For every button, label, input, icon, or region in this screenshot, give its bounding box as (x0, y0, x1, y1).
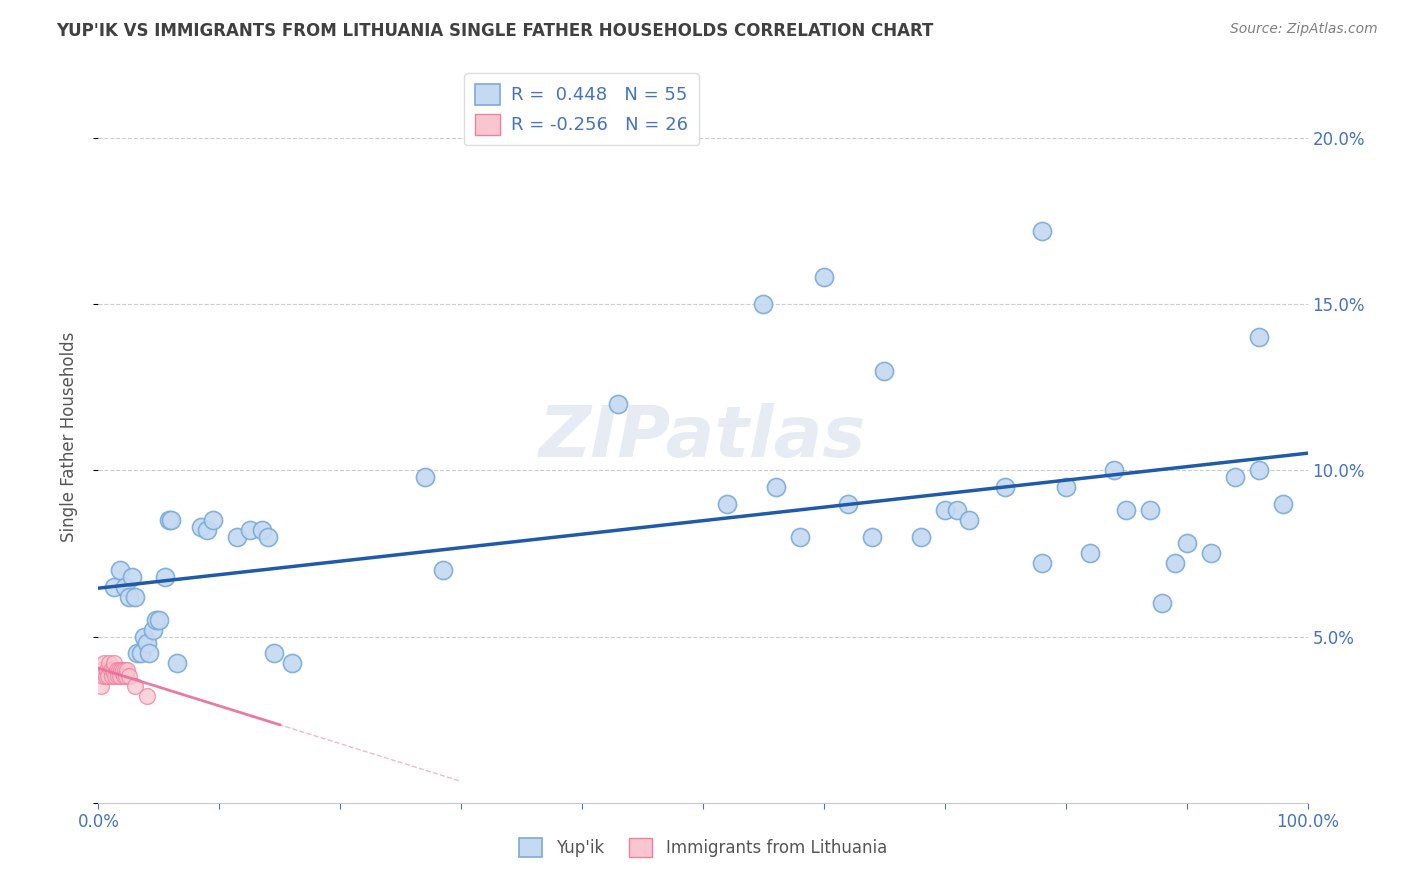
Point (117, 663, 139, 677)
Point (145, 613, 167, 627)
Point (129, 646, 152, 660)
Point (114, 663, 136, 677)
Point (166, 656, 188, 670)
Point (432, 563, 454, 577)
Point (98, 656, 121, 670)
Point (115, 669, 138, 683)
Point (142, 623, 165, 637)
Point (765, 480, 787, 494)
Point (1115, 503, 1137, 517)
Point (108, 663, 131, 677)
Point (148, 613, 170, 627)
Point (127, 646, 149, 660)
Point (135, 690, 157, 704)
Text: Source: ZipAtlas.com: Source: ZipAtlas.com (1230, 22, 1378, 37)
Point (263, 646, 285, 660)
Point (250, 523, 273, 537)
Point (105, 663, 128, 677)
Point (103, 656, 125, 670)
Point (789, 530, 811, 544)
Point (946, 503, 969, 517)
Point (91, 669, 114, 683)
Point (1175, 536, 1198, 550)
Point (873, 363, 896, 377)
Point (93, 656, 115, 670)
Point (90, 680, 112, 694)
Point (413, 470, 436, 484)
Point (1078, 546, 1101, 560)
Point (101, 663, 124, 677)
Point (607, 397, 630, 411)
Y-axis label: Single Father Households: Single Father Households (59, 332, 77, 542)
Point (153, 570, 176, 584)
Point (107, 669, 129, 683)
Point (1102, 463, 1125, 477)
Point (752, 297, 775, 311)
Point (1152, 596, 1174, 610)
Point (114, 580, 136, 594)
Text: ZIPatlas: ZIPatlas (540, 402, 866, 472)
Point (96, 663, 118, 677)
Point (256, 530, 278, 544)
Point (1139, 503, 1161, 517)
Point (813, 270, 835, 285)
Point (108, 563, 131, 577)
Point (1031, 224, 1053, 238)
Point (1031, 557, 1053, 571)
Point (108, 669, 131, 683)
Point (195, 523, 218, 537)
Point (111, 663, 134, 677)
Point (103, 580, 125, 594)
Point (124, 590, 146, 604)
Point (716, 497, 738, 511)
Point (202, 513, 225, 527)
Point (860, 530, 883, 544)
Point (1249, 463, 1271, 477)
Point (1163, 557, 1185, 571)
Point (104, 669, 127, 683)
Point (1223, 470, 1246, 484)
Point (91, 663, 114, 677)
Point (94, 669, 117, 683)
Point (100, 669, 122, 683)
Point (138, 646, 160, 660)
Point (1249, 330, 1271, 344)
Point (837, 497, 859, 511)
Point (157, 513, 180, 527)
Point (135, 636, 157, 650)
Point (1272, 497, 1295, 511)
Point (281, 656, 304, 670)
Point (134, 630, 156, 644)
Point (910, 530, 932, 544)
Point (1199, 546, 1222, 560)
Point (934, 503, 956, 517)
Point (118, 669, 141, 683)
Point (97, 669, 120, 683)
Point (118, 590, 141, 604)
Text: YUP'IK VS IMMIGRANTS FROM LITHUANIA SINGLE FATHER HOUSEHOLDS CORRELATION CHART: YUP'IK VS IMMIGRANTS FROM LITHUANIA SING… (56, 22, 934, 40)
Point (121, 570, 143, 584)
Point (100, 663, 122, 677)
Point (1054, 480, 1077, 494)
Point (994, 480, 1017, 494)
Point (957, 513, 980, 527)
Point (226, 530, 249, 544)
Point (239, 523, 262, 537)
Legend: Yup'ik, Immigrants from Lithuania: Yup'ik, Immigrants from Lithuania (512, 831, 894, 864)
Point (160, 513, 183, 527)
Point (110, 663, 132, 677)
Point (124, 680, 146, 694)
Point (112, 669, 135, 683)
Point (190, 520, 212, 534)
